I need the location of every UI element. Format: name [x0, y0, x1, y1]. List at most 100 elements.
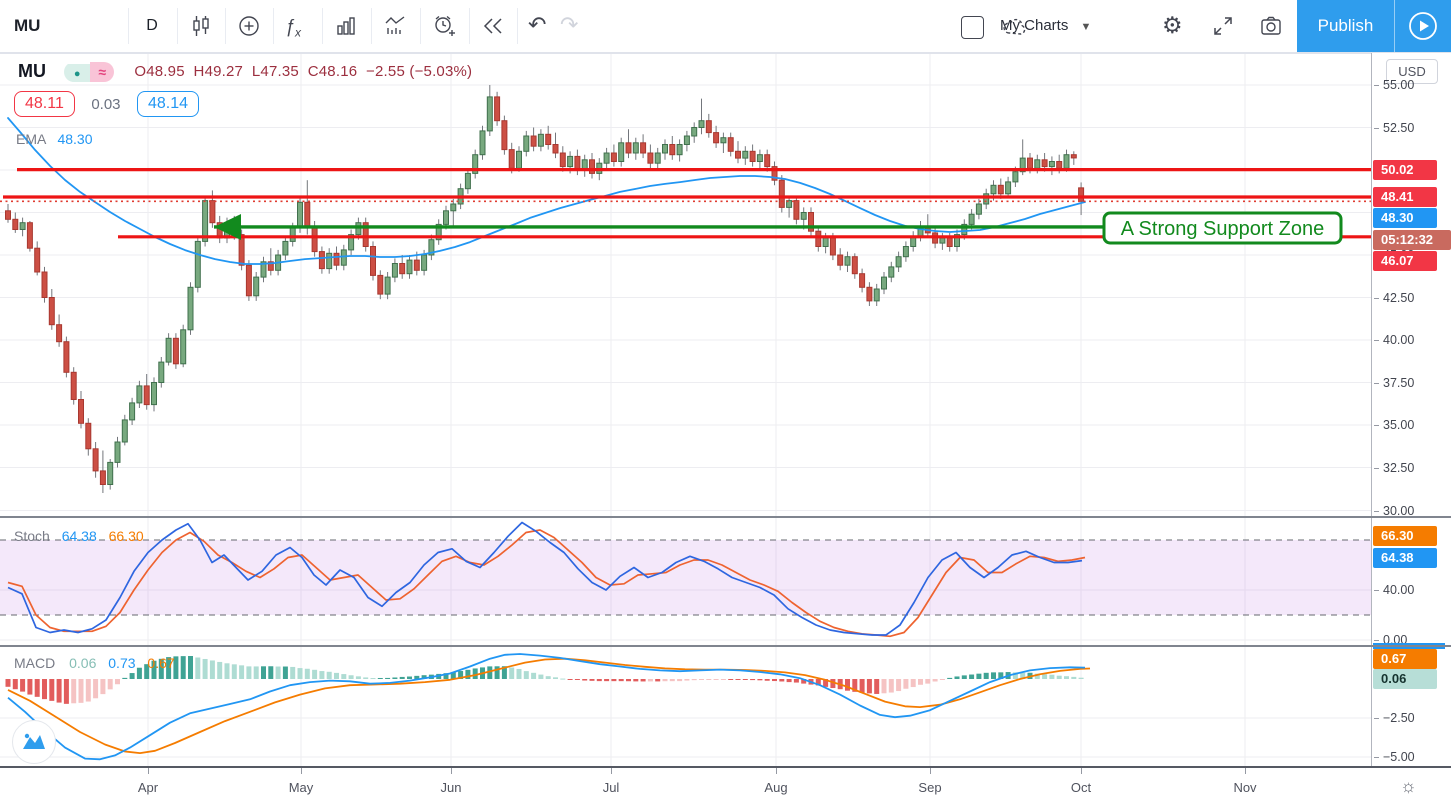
- candle: [245, 264, 252, 297]
- macd-hist-bar: [202, 658, 208, 679]
- candle: [523, 135, 530, 152]
- layout-select-icon[interactable]: [961, 16, 984, 39]
- macd-hist-bar: [713, 679, 719, 680]
- redo-icon[interactable]: ↷: [560, 12, 579, 37]
- candle: [362, 222, 369, 247]
- macd-hist-bar: [166, 657, 172, 679]
- price-axis-value-label: 48.41: [1373, 187, 1437, 207]
- interval-button[interactable]: D: [146, 17, 158, 34]
- macd-hist-bar: [239, 665, 245, 679]
- tradingview-logo-button[interactable]: [12, 720, 56, 764]
- macd-hist-bar: [866, 679, 872, 694]
- candle: [158, 361, 165, 384]
- chart-style-candles-icon[interactable]: [189, 14, 213, 38]
- macd-hist-bar: [545, 676, 551, 679]
- macd-hist-bar: [290, 666, 296, 679]
- macd-hist-bar: [501, 666, 507, 679]
- indicators-fx-icon[interactable]: ƒx: [285, 16, 302, 40]
- macd-hist-bar: [589, 679, 595, 681]
- candle: [151, 382, 157, 406]
- candle: [136, 385, 143, 404]
- candle: [851, 256, 858, 275]
- macd-hist-bar: [706, 679, 712, 680]
- candle: [662, 144, 668, 154]
- macd-hist-bar: [699, 679, 704, 680]
- candle: [881, 276, 887, 290]
- forecast-pattern-icon[interactable]: [383, 14, 407, 38]
- chart-canvas[interactable]: A Strong Support Zone: [0, 53, 1371, 766]
- month-label: Sep: [918, 780, 942, 795]
- symbol-legend[interactable]: MU ● ≈ O48.95 H49.27 L47.35 C48.16 −2.55 …: [18, 61, 472, 83]
- macd-hist-bar: [5, 679, 11, 687]
- currency-button[interactable]: USD: [1386, 59, 1438, 84]
- legend-change: −2.55 (−5.03%): [366, 63, 473, 80]
- settings-gear-icon[interactable]: ⚙: [1162, 12, 1183, 38]
- candle: [749, 150, 756, 163]
- fullscreen-icon[interactable]: [1211, 14, 1235, 38]
- macd-hist-bar: [224, 663, 230, 679]
- candle: [311, 227, 318, 253]
- timezone-sun-icon[interactable]: ☼: [1400, 776, 1417, 796]
- candle: [472, 154, 479, 174]
- macd-hist-bar: [136, 667, 142, 679]
- price-axis-value-label: 48.30: [1373, 208, 1437, 228]
- candle: [260, 261, 267, 278]
- macd-hist-bar: [874, 679, 880, 694]
- macd-hist-bar: [282, 666, 288, 679]
- bid-price[interactable]: 48.11: [14, 91, 75, 117]
- axis-tick-label: −5.00: [1374, 750, 1450, 764]
- candle: [63, 341, 70, 373]
- ema-legend[interactable]: EMA 48.30: [16, 131, 93, 147]
- alert-clock-plus-icon[interactable]: [432, 14, 456, 38]
- candle: [698, 120, 705, 128]
- price-axis[interactable]: USD 55.0052.5050.0047.5045.0042.5040.003…: [1371, 53, 1451, 766]
- stoch-d-line: [7, 529, 1086, 638]
- candle: [822, 237, 829, 247]
- stoch-label: Stoch: [14, 528, 50, 544]
- symbol-search-button[interactable]: MU: [14, 16, 41, 35]
- month-label: Jul: [602, 780, 620, 795]
- time-axis[interactable]: Apr May Jun Jul Aug Sep Oct Nov ☼: [0, 766, 1451, 804]
- candle: [866, 286, 873, 302]
- undo-icon[interactable]: ↶: [528, 12, 547, 37]
- candle: [180, 329, 187, 365]
- candle: [34, 247, 41, 273]
- candle: [406, 259, 413, 275]
- candle: [720, 137, 727, 144]
- toolbar-divider: [273, 8, 274, 44]
- candle: [968, 213, 975, 225]
- market-open-dot-icon: ●: [64, 63, 91, 82]
- compare-add-icon[interactable]: [237, 14, 261, 38]
- bar-replay-icon[interactable]: [481, 14, 505, 38]
- candle: [194, 240, 201, 288]
- macd-line: [7, 653, 1086, 761]
- pane-divider-macd[interactable]: [0, 645, 1451, 647]
- snapshot-camera-icon[interactable]: [1259, 14, 1283, 38]
- top-toolbar: MU D ƒx ↶ ↷: [0, 0, 1451, 53]
- macd-hist-bar: [823, 679, 829, 687]
- candle: [391, 263, 398, 278]
- axis-tick-label: 42.50: [1374, 291, 1450, 305]
- macd-hist-bar: [757, 679, 763, 681]
- macd-line-value: 0.73: [108, 655, 136, 671]
- pane-divider-stoch[interactable]: [0, 516, 1451, 518]
- candle: [975, 203, 982, 215]
- macd-hist-bar: [888, 679, 894, 693]
- stoch-legend[interactable]: Stoch 64.38 66.30: [14, 528, 144, 544]
- publish-button[interactable]: Publish: [1297, 0, 1394, 52]
- publish-idea-play-button[interactable]: [1394, 0, 1451, 52]
- support-zone-callout: [1102, 211, 1343, 245]
- ask-price[interactable]: 48.14: [136, 91, 200, 117]
- my-charts-menu[interactable]: My Charts ▼: [1000, 0, 1091, 52]
- templates-bars-icon[interactable]: [334, 14, 358, 38]
- macd-hist-bar: [326, 671, 332, 679]
- candle: [902, 246, 909, 258]
- candle: [348, 234, 355, 251]
- macd-hist-bar: [925, 679, 931, 684]
- macd-hist-bar: [626, 679, 631, 682]
- candle: [676, 144, 683, 156]
- candle: [764, 154, 771, 168]
- candle: [640, 142, 647, 154]
- macd-legend[interactable]: MACD 0.06 0.73 0.67: [14, 655, 175, 671]
- candle: [778, 179, 785, 208]
